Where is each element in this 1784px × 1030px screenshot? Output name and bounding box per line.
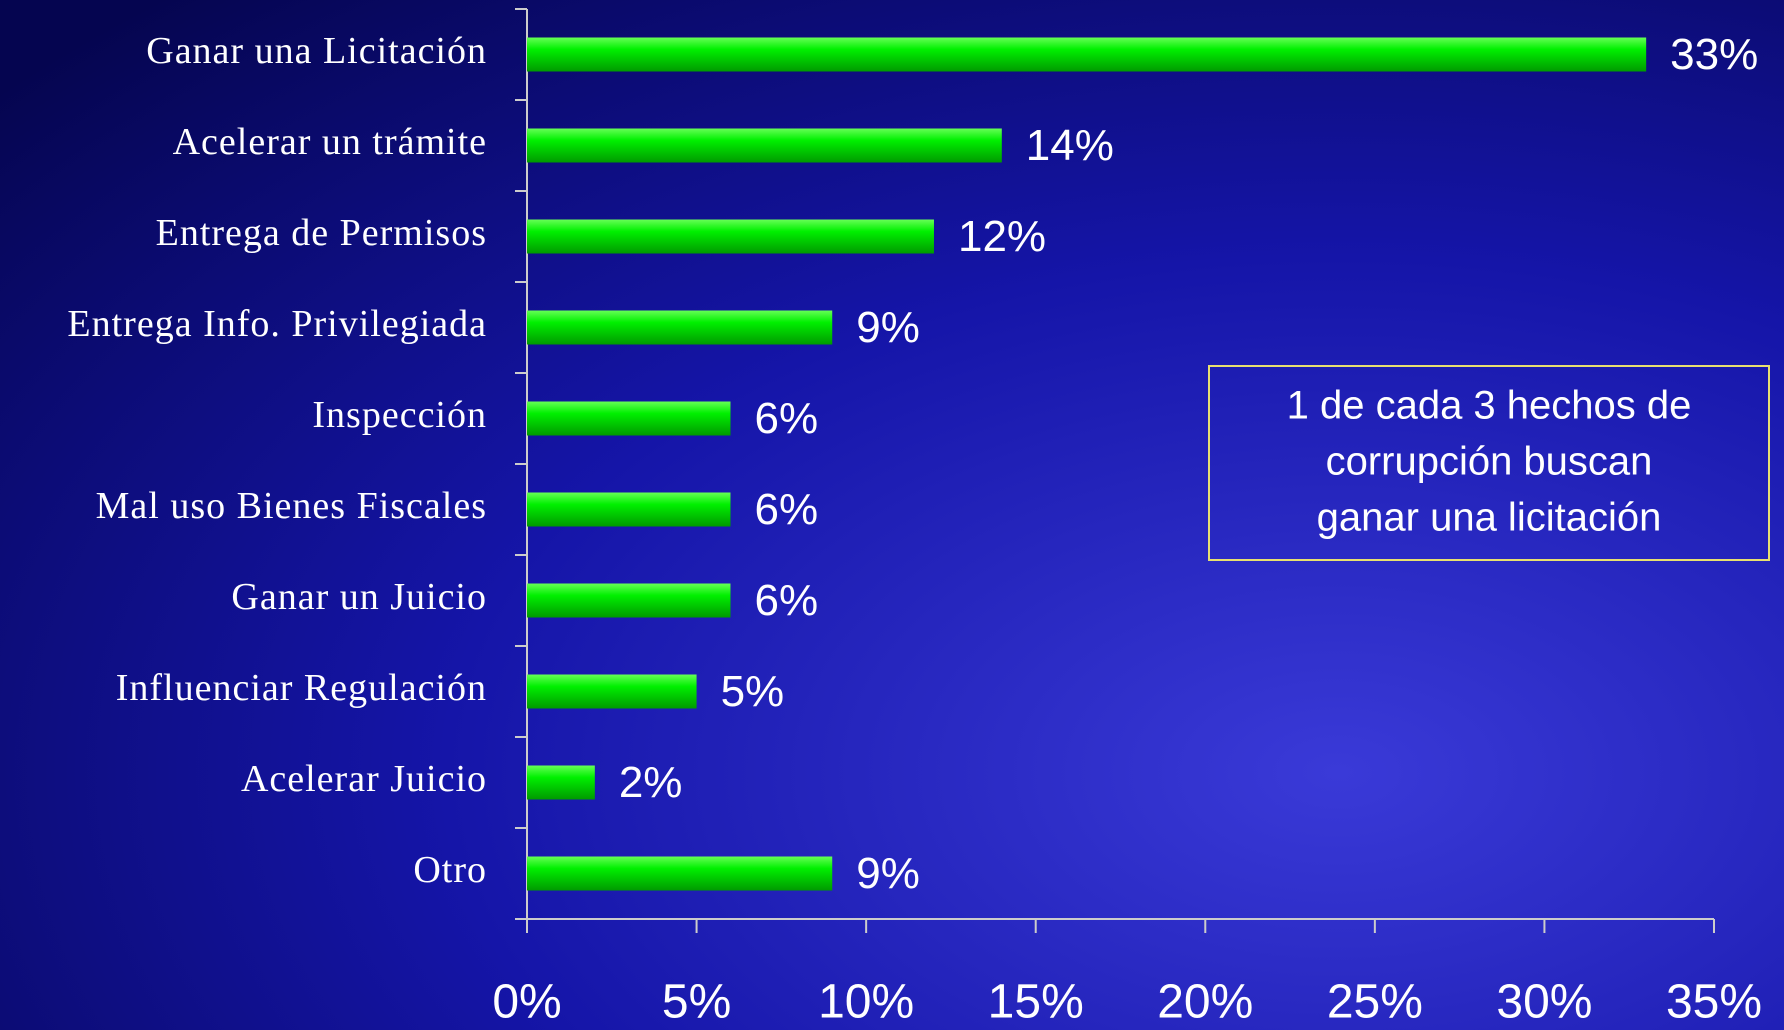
bar	[527, 401, 731, 436]
x-tick-label: 30%	[1496, 976, 1592, 1029]
value-label: 33%	[1670, 30, 1758, 79]
y-tick-label: Inspección	[312, 394, 487, 436]
bar	[527, 219, 934, 254]
x-tick-label: 35%	[1666, 976, 1762, 1029]
value-label: 6%	[754, 394, 818, 443]
bar	[527, 128, 1002, 163]
x-tick-label: 15%	[988, 976, 1084, 1029]
value-label: 6%	[754, 576, 818, 625]
y-tick-label: Entrega Info. Privilegiada	[67, 303, 487, 345]
bar	[527, 310, 833, 345]
bar	[527, 674, 697, 709]
y-tick-label: Ganar un Juicio	[231, 576, 487, 618]
x-tick-label: 25%	[1327, 976, 1423, 1029]
value-label: 5%	[721, 667, 785, 716]
value-label: 2%	[619, 758, 683, 807]
x-tick-label: 20%	[1157, 976, 1253, 1029]
annotation-box	[1208, 365, 1770, 561]
annotation-text: ganar una licitación	[1317, 496, 1662, 540]
y-tick-label: Otro	[413, 849, 487, 891]
bar	[527, 583, 731, 618]
bar	[527, 856, 833, 891]
bar	[527, 492, 731, 527]
y-tick-label: Ganar una Licitación	[146, 30, 487, 72]
y-tick-label: Acelerar un trámite	[173, 121, 487, 163]
value-label: 9%	[856, 303, 920, 352]
y-tick-label: Mal uso Bienes Fiscales	[96, 485, 487, 527]
bar	[527, 765, 595, 800]
value-label: 6%	[754, 485, 818, 534]
value-label: 12%	[958, 212, 1046, 261]
value-label: 9%	[856, 849, 920, 898]
annotation-text: corrupción buscan	[1326, 440, 1653, 484]
value-label: 14%	[1026, 121, 1114, 170]
y-tick-label: Influenciar Regulación	[116, 667, 487, 709]
x-tick-label: 0%	[492, 976, 561, 1029]
x-tick-label: 10%	[818, 976, 914, 1029]
x-tick-label: 5%	[662, 976, 731, 1029]
bar	[527, 37, 1647, 72]
y-tick-label: Acelerar Juicio	[241, 758, 487, 800]
annotation-text: 1 de cada 3 hechos de	[1287, 384, 1692, 428]
y-tick-label: Entrega de Permisos	[156, 212, 487, 254]
